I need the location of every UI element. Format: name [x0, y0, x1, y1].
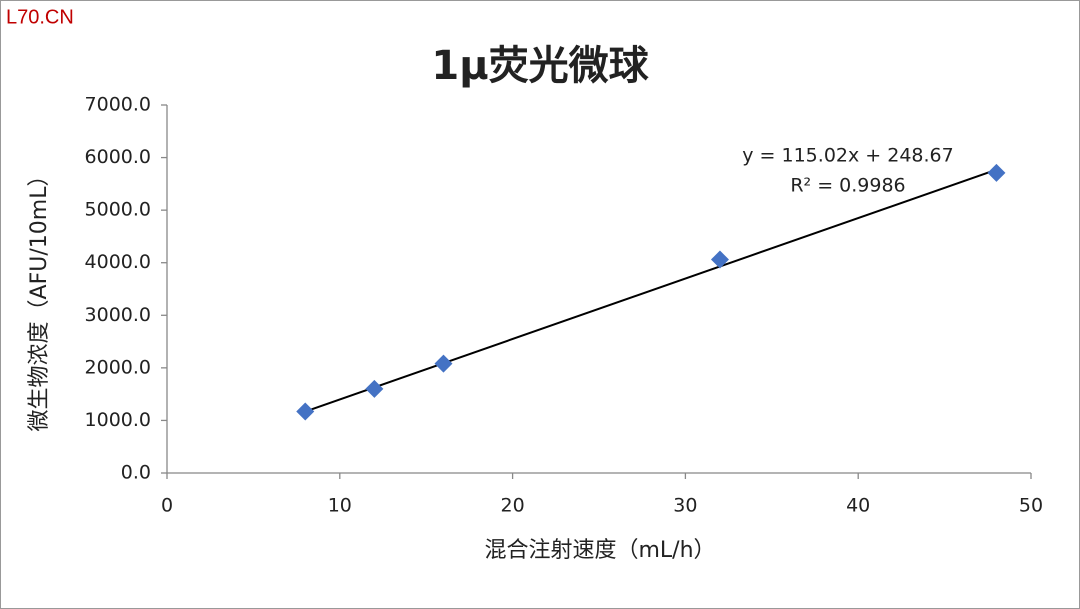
- y-tick-label: 3000.0: [85, 304, 151, 326]
- data-point: [365, 379, 384, 398]
- watermark: L70.CN: [6, 6, 74, 28]
- y-tick-label: 7000.0: [85, 94, 151, 116]
- r2-annotation: R² = 0.9986: [790, 175, 905, 197]
- y-tick-label: 2000.0: [85, 356, 151, 378]
- y-tick-label: 0.0: [121, 462, 151, 484]
- data-point: [296, 402, 315, 421]
- x-tick-label: 20: [501, 495, 525, 517]
- x-tick-label: 40: [846, 495, 870, 517]
- y-tick-label: 4000.0: [85, 251, 151, 273]
- equation-annotation: y = 115.02x + 248.67: [742, 145, 953, 167]
- y-tick-label: 6000.0: [85, 146, 151, 168]
- x-tick-label: 10: [328, 495, 352, 517]
- x-axis-label: 混合注射速度（mL/h）: [484, 538, 715, 563]
- data-point: [987, 163, 1006, 182]
- trendline: [304, 168, 997, 413]
- x-tick-label: 30: [673, 495, 697, 517]
- y-axis-label: 微生物浓度（AFU/10mL）: [27, 165, 52, 432]
- x-tick-label: 0: [161, 495, 173, 517]
- chart-title: 1μ荧光微球: [431, 43, 649, 89]
- y-tick-label: 1000.0: [85, 409, 151, 431]
- data-point: [434, 354, 453, 373]
- data-point: [710, 250, 729, 269]
- y-tick-label: 5000.0: [85, 199, 151, 221]
- x-tick-label: 50: [1019, 495, 1043, 517]
